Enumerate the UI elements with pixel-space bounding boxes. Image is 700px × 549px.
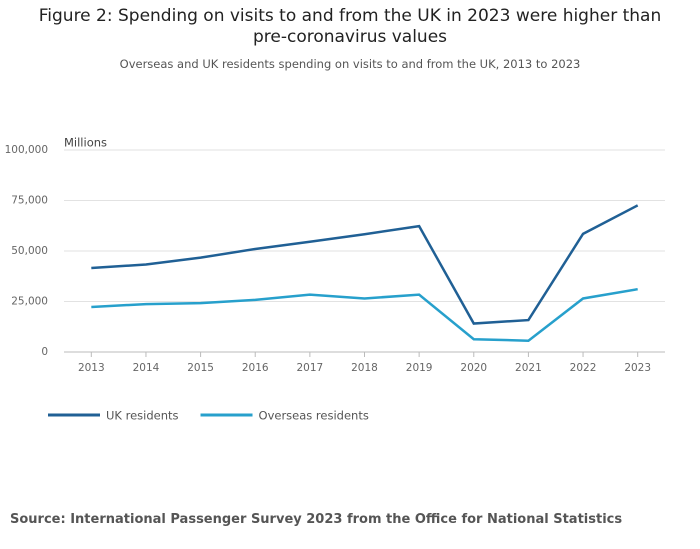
x-tick-label: 2019 <box>406 362 433 374</box>
x-tick-label: 2014 <box>133 362 160 374</box>
x-tick-label: 2016 <box>242 362 269 374</box>
x-tick-label: 2020 <box>460 362 487 374</box>
legend-label: Overseas residents <box>259 409 369 423</box>
x-tick-label: 2023 <box>624 362 651 374</box>
y-tick-label: 50,000 <box>11 245 48 257</box>
y-tick-label: 100,000 <box>5 144 48 156</box>
legend-label: UK residents <box>106 409 179 423</box>
line-series <box>91 204 639 325</box>
x-tick-label: 2021 <box>515 362 542 374</box>
line-series <box>91 287 638 342</box>
x-tick-label: 2013 <box>78 362 105 374</box>
x-tick-label: 2015 <box>187 362 214 374</box>
y-tick-label: 0 <box>41 346 48 358</box>
y-tick-label: 25,000 <box>11 296 48 308</box>
y-tick-label: 75,000 <box>11 195 48 207</box>
x-tick-label: 2022 <box>570 362 597 374</box>
chart-subtitle: Overseas and UK residents spending on vi… <box>119 57 581 71</box>
source: Source: International Passenger Survey 2… <box>10 512 623 527</box>
chart-title: Figure 2: Spending on visits to and from… <box>38 6 662 47</box>
x-tick-label: 2017 <box>296 362 323 374</box>
y-axis-label: Millions <box>64 136 107 150</box>
x-tick-label: 2018 <box>351 362 378 374</box>
